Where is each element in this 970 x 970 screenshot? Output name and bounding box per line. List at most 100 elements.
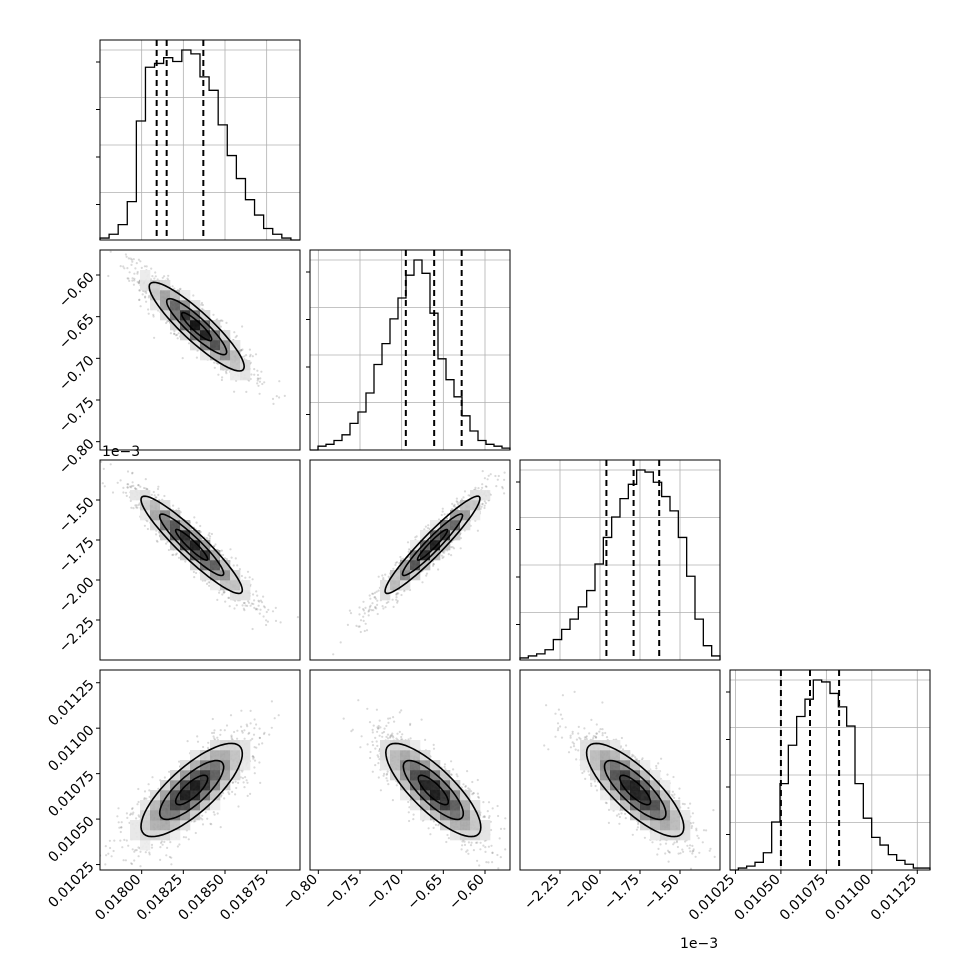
sample-point xyxy=(252,757,255,760)
sample-point xyxy=(109,250,112,253)
sample-point xyxy=(119,265,122,268)
sample-point xyxy=(274,606,277,610)
density-cell xyxy=(180,320,191,331)
sample-point xyxy=(216,598,219,602)
density-cell xyxy=(190,530,201,541)
sample-point xyxy=(260,370,263,373)
contour-p0-p1-1 xyxy=(165,297,228,356)
density-cell xyxy=(480,490,491,501)
sample-point xyxy=(137,282,140,285)
sample-point xyxy=(256,369,259,372)
sample-point xyxy=(243,786,246,789)
sample-point xyxy=(100,460,103,463)
sample-point xyxy=(220,319,223,322)
sample-point xyxy=(278,380,281,383)
sample-point xyxy=(136,270,139,274)
sample-point xyxy=(130,263,133,266)
sample-point xyxy=(220,549,223,552)
density-cell xyxy=(200,330,211,341)
frame-p1 xyxy=(309,249,511,451)
sample-point xyxy=(459,537,462,540)
sample-point xyxy=(199,524,202,528)
sample-point xyxy=(246,781,249,784)
sample-point xyxy=(152,315,155,318)
sample-point xyxy=(477,487,480,490)
sample-point xyxy=(449,546,453,549)
density-cell xyxy=(180,530,191,541)
sample-point xyxy=(483,506,486,510)
sample-point xyxy=(122,491,125,494)
sample-point xyxy=(432,563,435,566)
sample-point xyxy=(241,770,244,773)
sample-point xyxy=(474,486,477,489)
sample-point xyxy=(166,540,169,543)
sample-point xyxy=(144,296,147,299)
sample-point xyxy=(395,592,398,596)
sample-point xyxy=(187,838,190,841)
sample-point xyxy=(374,596,377,599)
sample-point xyxy=(451,502,454,505)
sample-point xyxy=(124,253,127,256)
sample-point xyxy=(166,846,169,850)
sample-point xyxy=(377,575,380,578)
histogram-p3 xyxy=(730,679,931,871)
panel-content-p1-p2 xyxy=(332,470,506,656)
sample-point xyxy=(138,298,141,302)
sample-point xyxy=(381,574,384,577)
sample-point xyxy=(157,787,160,790)
density-cell xyxy=(430,520,441,531)
density-cell xyxy=(150,300,161,311)
sample-point xyxy=(250,602,253,605)
density-cell xyxy=(180,550,191,561)
sample-point xyxy=(150,843,154,847)
sample-point xyxy=(382,577,385,580)
sample-point xyxy=(450,554,453,557)
density-cell xyxy=(200,540,211,551)
sample-point xyxy=(192,570,195,574)
sample-point xyxy=(159,841,163,845)
sample-point xyxy=(219,325,222,328)
density-cell xyxy=(380,590,391,601)
sample-point xyxy=(217,373,220,376)
density-cell xyxy=(410,560,421,571)
sample-point xyxy=(456,502,459,505)
sample-point xyxy=(359,619,363,622)
sample-point xyxy=(441,551,445,554)
sample-point xyxy=(256,379,259,382)
sample-point xyxy=(112,849,115,853)
sample-point xyxy=(244,576,247,579)
sample-point xyxy=(144,478,147,481)
sample-point xyxy=(415,535,418,538)
sample-point xyxy=(97,455,99,457)
sample-point xyxy=(262,732,266,736)
density-cell xyxy=(200,320,211,331)
sample-point xyxy=(211,731,214,735)
sample-point xyxy=(102,467,105,470)
sample-point xyxy=(127,483,130,486)
sample-point xyxy=(396,592,399,595)
sample-point xyxy=(216,318,219,321)
sample-point xyxy=(258,392,261,395)
density-cell xyxy=(140,510,151,521)
sample-point xyxy=(254,353,258,356)
density-cell xyxy=(150,290,161,301)
sample-point xyxy=(252,756,255,759)
sample-point xyxy=(221,593,224,596)
sample-point xyxy=(130,486,133,489)
sample-point xyxy=(375,590,378,593)
sample-point xyxy=(184,836,188,839)
sample-point xyxy=(440,513,443,517)
sample-point xyxy=(396,601,399,604)
sample-point xyxy=(220,378,223,382)
sample-point xyxy=(245,779,248,782)
sample-point xyxy=(377,589,380,592)
sample-point xyxy=(139,305,142,308)
sample-point xyxy=(242,601,245,605)
density-cell xyxy=(190,550,201,561)
sample-point xyxy=(451,546,454,549)
sample-point xyxy=(224,600,227,603)
density-cell xyxy=(430,540,441,551)
sample-point xyxy=(221,376,224,379)
sample-point xyxy=(414,536,417,539)
density-cell xyxy=(230,580,241,591)
